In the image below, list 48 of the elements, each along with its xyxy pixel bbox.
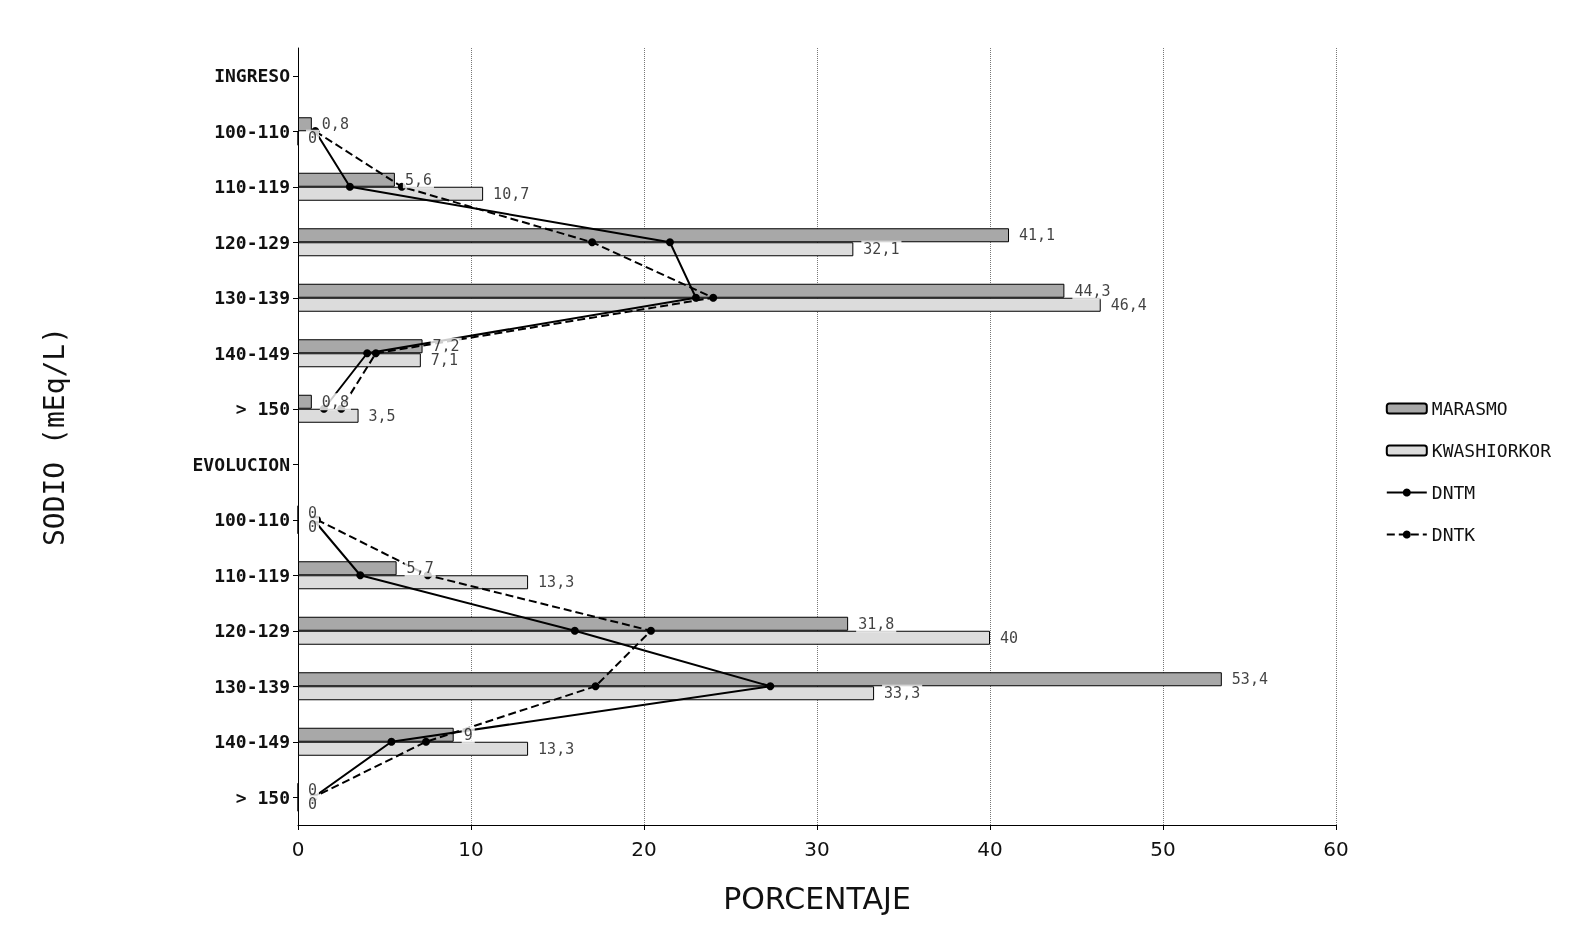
y-tick-label: 110-119 <box>214 176 290 198</box>
data-label: 5,7 <box>406 559 434 578</box>
data-label: 53,4 <box>1231 670 1268 689</box>
y-tick-label: INGRESO <box>214 65 291 87</box>
x-tick-label: 50 <box>1150 837 1176 861</box>
y-tick-label: 120-129 <box>214 620 290 642</box>
legend-label: DNTK <box>1431 524 1476 545</box>
data-label: 0 <box>308 129 318 148</box>
data-label: 0,8 <box>321 115 349 134</box>
data-label: 5,6 <box>404 170 432 189</box>
data-label: 0 <box>308 517 318 536</box>
data-label: 3,5 <box>368 406 396 425</box>
y-axis-title: SODIO (mEq/L) <box>37 326 71 547</box>
data-label: 46,4 <box>1110 295 1147 314</box>
legend-label: MARASMO <box>1431 398 1508 419</box>
y-tick-label: 110-119 <box>214 564 290 586</box>
y-tick-label: 100-110 <box>214 120 290 142</box>
data-label: 33,3 <box>884 684 921 703</box>
x-tick-label: 20 <box>631 837 657 861</box>
data-label: 40 <box>1000 628 1019 647</box>
data-label: 13,3 <box>538 739 575 758</box>
y-tick-label: > 150 <box>235 786 290 808</box>
x-tick-label: 10 <box>458 837 484 861</box>
x-tick-label: 30 <box>804 837 830 861</box>
data-label: 13,3 <box>538 573 575 592</box>
data-label: 31,8 <box>858 614 895 633</box>
y-tick-label: 120-129 <box>214 231 290 253</box>
legend-label: DNTM <box>1431 482 1476 503</box>
legend-label: KWASHIORKOR <box>1431 440 1552 461</box>
x-tick-label: 0 <box>291 837 305 861</box>
y-tick-label: 130-139 <box>214 675 290 697</box>
y-tick-label: > 150 <box>235 398 290 420</box>
data-label: 0,8 <box>321 392 349 411</box>
x-axis-title: PORCENTAJE <box>723 880 911 916</box>
y-tick-label: 140-149 <box>214 731 290 753</box>
y-tick-label: 130-139 <box>214 287 290 309</box>
data-label: 10,7 <box>493 184 530 203</box>
y-tick-label: EVOLUCION <box>192 453 290 475</box>
data-label: 7,1 <box>430 351 458 370</box>
data-label: 7,2 <box>432 337 460 356</box>
data-label: 32,1 <box>863 240 900 259</box>
x-tick-label: 40 <box>977 837 1003 861</box>
y-tick-label: 100-110 <box>214 509 290 531</box>
data-label: 44,3 <box>1074 281 1111 300</box>
y-tick-label: 140-149 <box>214 342 290 364</box>
data-label: 41,1 <box>1019 226 1056 245</box>
x-tick-label: 60 <box>1323 837 1349 861</box>
data-label: 9 <box>463 725 473 744</box>
